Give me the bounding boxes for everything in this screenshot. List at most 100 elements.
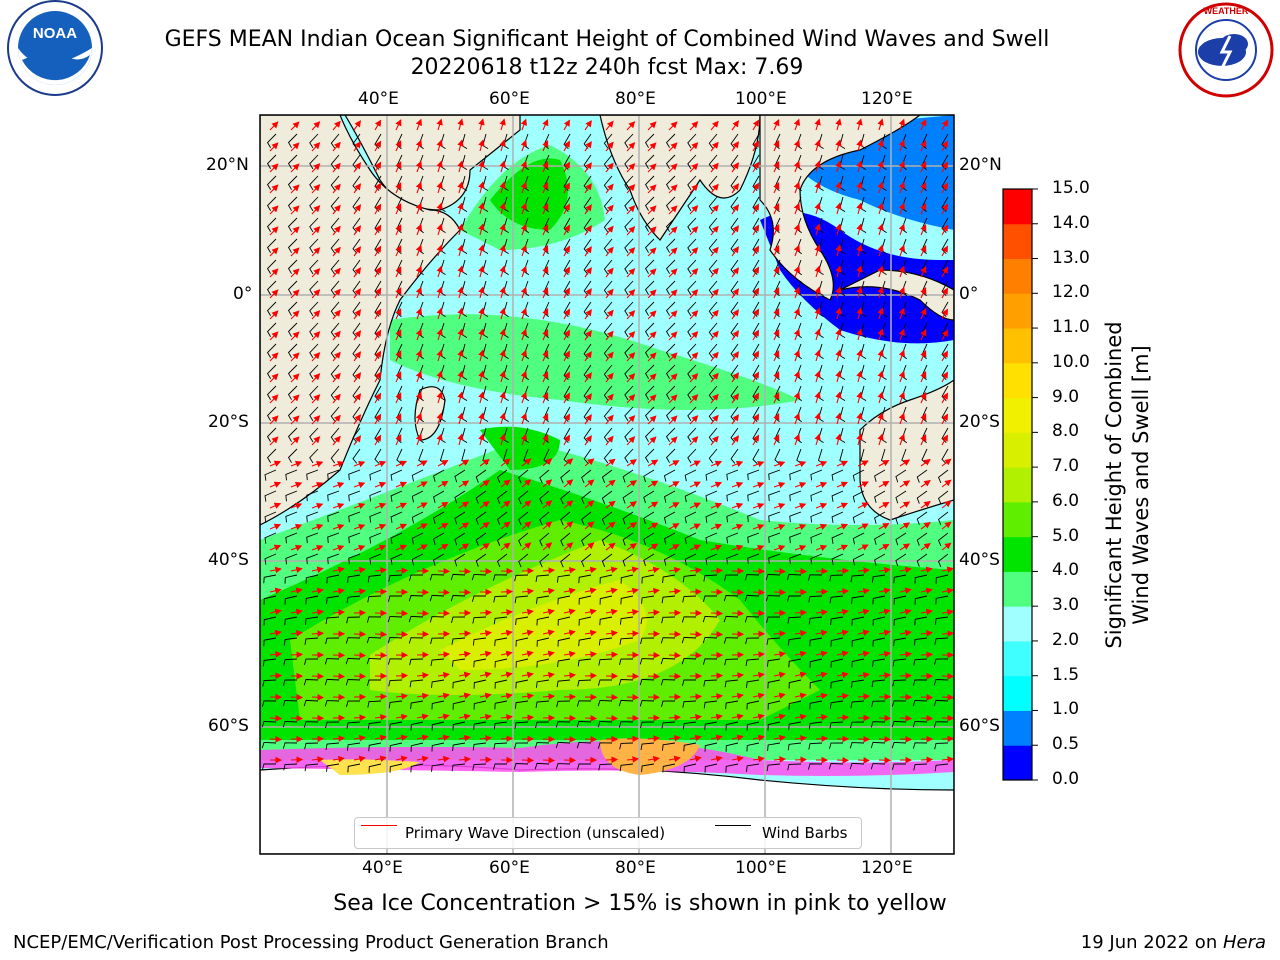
colorbar-tick-label: 9.0: [1052, 386, 1080, 407]
wind-barb: [369, 469, 382, 481]
wave-direction-arrow: [332, 545, 345, 552]
wind-barb: [285, 490, 298, 502]
wave-direction-arrow: [752, 329, 760, 341]
wind-barb: [665, 406, 676, 421]
wind-barb: [916, 490, 928, 504]
wave-direction-arrow: [877, 160, 884, 173]
colorbar-swatch: [1003, 501, 1032, 538]
wave-direction-arrow: [835, 412, 842, 425]
wind-barb: [411, 532, 424, 545]
wave-direction-arrow: [689, 394, 699, 404]
wind-barb: [285, 511, 298, 523]
wind-barb: [789, 469, 802, 481]
wave-direction-arrow: [437, 480, 449, 488]
wind-barb: [726, 490, 739, 502]
wind-barb: [874, 490, 886, 503]
wave-direction-arrow: [814, 223, 821, 236]
wave-direction-arrow: [563, 140, 570, 152]
wave-direction-arrow: [311, 289, 321, 299]
wave-direction-arrow: [835, 244, 842, 257]
wave-direction-arrow: [857, 502, 869, 509]
wave-direction-arrow: [626, 289, 636, 299]
wave-direction-arrow: [605, 246, 614, 257]
wave-direction-arrow: [353, 414, 362, 425]
wave-direction-arrow: [899, 480, 911, 488]
wind-barb: [874, 532, 886, 545]
wind-barb: [433, 469, 445, 482]
wave-direction-arrow: [542, 433, 549, 446]
wave-direction-arrow: [499, 118, 506, 131]
wind-barb: [330, 427, 340, 443]
wind-barb: [285, 469, 298, 481]
footer-credit: NCEP/EMC/Verification Post Processing Pr…: [13, 932, 609, 953]
wave-direction-arrow: [395, 308, 402, 320]
wind-barb: [267, 406, 277, 421]
wave-direction-arrow: [374, 502, 387, 509]
land-india: [599, 115, 761, 241]
wave-direction-arrow: [710, 460, 723, 467]
wave-direction-arrow: [374, 350, 382, 362]
wave-direction-arrow: [311, 373, 321, 383]
wave-direction-arrow: [626, 163, 636, 173]
wave-direction-arrow: [773, 567, 787, 575]
wave-direction-arrow: [898, 412, 905, 425]
wind-barb: [895, 532, 907, 546]
colorbar-tick-label: 2.0: [1052, 629, 1080, 650]
wave-direction-arrow: [920, 203, 927, 215]
wave-direction-arrow: [731, 460, 744, 468]
wave-direction-arrow: [689, 184, 699, 194]
wave-direction-arrow: [899, 459, 911, 467]
wave-direction-arrow: [752, 588, 766, 596]
wave-direction-arrow: [290, 121, 300, 131]
colorbar-tick-label: 13.0: [1052, 247, 1090, 268]
wave-direction-arrow: [520, 118, 527, 131]
wind-barb: [663, 469, 676, 482]
wave-direction-arrow: [520, 391, 527, 404]
wind-barb: [624, 238, 634, 254]
wind-barb: [433, 532, 445, 545]
wind-barb: [705, 511, 718, 523]
wave-direction-arrow: [626, 501, 637, 509]
wave-direction-arrow: [311, 163, 321, 173]
wave-direction-arrow: [773, 392, 780, 404]
wind-barb: [687, 280, 697, 296]
wind-barb: [411, 511, 424, 524]
wave-direction-arrow: [731, 609, 745, 617]
wind-barb: [309, 385, 319, 401]
wave-direction-arrow: [689, 226, 699, 236]
wave-direction-arrow: [773, 308, 780, 320]
wind-barb: [539, 532, 550, 547]
wave-direction-arrow: [584, 288, 592, 299]
wave-direction-arrow: [647, 247, 657, 257]
wind-barb: [937, 532, 949, 547]
wave-direction-arrow: [668, 142, 678, 152]
wind-barb: [665, 385, 676, 400]
wind-barb: [309, 133, 319, 149]
wind-barb: [644, 280, 655, 295]
wind-barb: [624, 259, 634, 275]
wind-barb: [708, 238, 718, 254]
wave-direction-arrow: [457, 139, 464, 152]
wind-barb: [622, 490, 634, 504]
wave-direction-arrow: [290, 436, 300, 446]
wave-direction-arrow: [941, 521, 952, 530]
wind-barb: [287, 385, 298, 400]
wave-direction-arrow: [710, 435, 719, 446]
wave-direction-arrow: [436, 244, 443, 257]
wave-direction-arrow: [836, 460, 849, 467]
wave-direction-arrow: [415, 181, 423, 194]
wave-direction-arrow: [668, 247, 678, 257]
lat-tick-right: 20°S: [959, 412, 1000, 432]
wave-direction-arrow: [542, 286, 549, 299]
wave-direction-arrow: [542, 328, 549, 341]
wave-direction-arrow: [773, 482, 786, 489]
wave-direction-arrow: [794, 502, 807, 510]
wind-barb: [644, 406, 655, 421]
wave-direction-arrow: [499, 160, 506, 173]
wind-barb: [644, 427, 655, 442]
wave-direction-arrow: [605, 479, 616, 488]
wave-direction-arrow: [773, 140, 780, 152]
wind-barb: [852, 469, 865, 482]
wave-direction-arrow: [752, 413, 760, 425]
wave-direction-arrow: [920, 329, 927, 341]
